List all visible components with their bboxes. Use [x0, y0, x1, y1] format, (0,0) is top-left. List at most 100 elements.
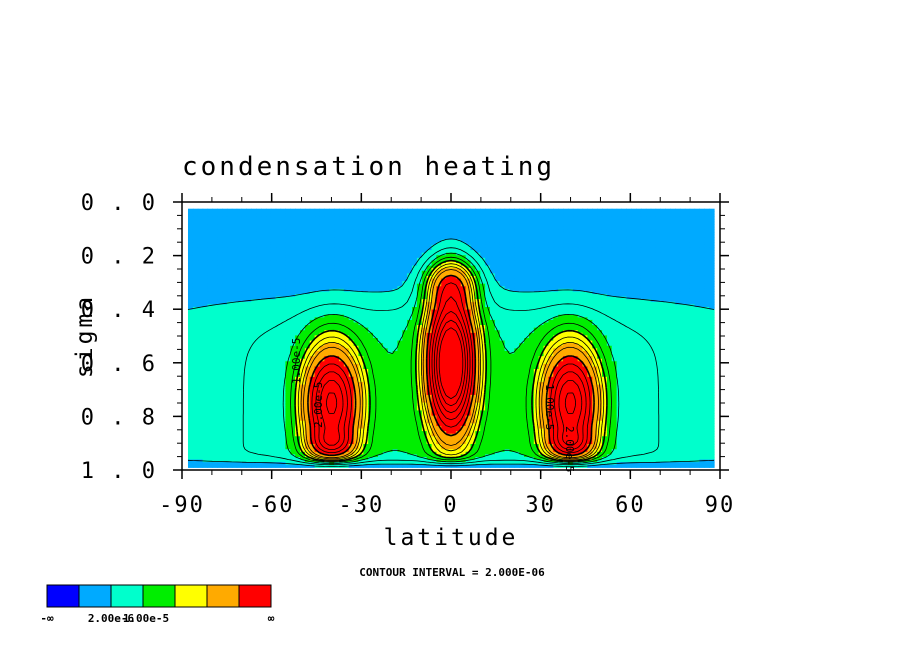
contour-cell — [616, 306, 623, 311]
contour-cell — [319, 268, 325, 272]
contour-cell — [631, 216, 637, 220]
contour-cell — [426, 314, 433, 318]
contour-cell — [485, 286, 491, 290]
contour-cell — [509, 275, 515, 280]
contour-cell — [212, 327, 218, 331]
contour-cell — [304, 221, 311, 225]
contour-cell — [222, 255, 228, 259]
contour-cell — [577, 283, 584, 287]
contour-cell — [519, 299, 525, 303]
contour-cell — [236, 301, 243, 305]
contour-cell — [363, 317, 369, 321]
contour-cell — [207, 283, 213, 287]
contour-cell — [567, 309, 574, 313]
contour-cell — [426, 304, 433, 308]
contour-cell — [353, 294, 360, 298]
contour-cell — [304, 257, 311, 262]
contour-cell — [363, 294, 369, 298]
contour-cell — [222, 278, 228, 282]
contour-cell — [485, 234, 491, 238]
contour-cell — [314, 242, 321, 246]
contour-cell — [368, 226, 374, 230]
contour-cell — [348, 213, 355, 218]
contour-cell — [241, 327, 248, 331]
contour-cell — [577, 244, 584, 249]
contour-cell — [494, 224, 501, 228]
contour-cell — [197, 299, 204, 303]
contour-cell — [329, 237, 335, 241]
contour-cell — [270, 314, 277, 318]
contour-cell — [465, 294, 472, 298]
contour-cell — [650, 309, 657, 313]
contour-cell — [314, 283, 321, 287]
contour-cell — [567, 213, 574, 218]
contour-cell — [192, 242, 199, 246]
contour-cell — [577, 304, 584, 308]
contour-cell — [261, 309, 267, 313]
contour-cell — [446, 252, 452, 256]
contour-cell — [304, 319, 311, 324]
contour-cell — [387, 221, 394, 225]
contour-cell — [709, 294, 715, 298]
contour-cell — [270, 208, 277, 212]
contour-cell — [465, 288, 472, 293]
contour-cell — [314, 239, 321, 243]
contour-cell — [236, 283, 243, 287]
contour-cell — [499, 231, 506, 236]
contour-cell — [314, 301, 321, 305]
contour-cell — [616, 250, 623, 254]
contour-cell — [265, 317, 272, 321]
contour-cell — [373, 281, 379, 285]
contour-cell — [621, 257, 627, 262]
contour-cell — [524, 221, 530, 225]
contour-cell — [387, 257, 394, 262]
contour-cell — [616, 221, 623, 225]
contour-cell — [319, 247, 325, 251]
contour-cell — [645, 239, 652, 243]
contour-cell — [567, 250, 574, 254]
contour-cell — [275, 306, 282, 311]
contour-cell — [348, 294, 355, 298]
contour-cell — [514, 250, 520, 254]
contour-cell — [329, 208, 335, 212]
contour-cell — [704, 288, 710, 293]
contour-cell — [324, 263, 330, 267]
contour-cell — [640, 325, 647, 329]
contour-cell — [558, 224, 564, 228]
contour-cell — [212, 260, 218, 264]
contour-cell — [217, 221, 223, 225]
contour-cell — [640, 283, 647, 287]
contour-cell — [241, 281, 248, 285]
contour-cell — [222, 244, 228, 249]
contour-cell — [558, 231, 564, 236]
contour-cell — [363, 226, 369, 230]
contour-cell — [300, 231, 306, 236]
contour-cell — [426, 270, 433, 274]
contour-cell — [212, 312, 218, 316]
contour-cell — [270, 231, 277, 236]
contour-cell — [499, 278, 506, 282]
contour-cell — [387, 268, 394, 272]
contour-cell — [524, 299, 530, 303]
contour-cell — [499, 247, 506, 251]
contour-cell — [343, 294, 350, 298]
contour-cell — [645, 325, 652, 329]
contour-cell — [465, 219, 472, 223]
contour-cell — [451, 325, 457, 329]
contour-cell — [358, 314, 364, 318]
contour-cell — [650, 325, 657, 329]
contour-cell — [470, 213, 476, 218]
contour-cell — [251, 322, 257, 326]
contour-cell — [441, 211, 447, 215]
contour-cell — [202, 265, 209, 269]
contour-cell — [236, 325, 243, 329]
contour-cell — [572, 216, 579, 220]
contour-cell — [709, 314, 715, 318]
contour-cell — [626, 247, 632, 251]
contour-cell — [426, 291, 433, 295]
contour-cell — [655, 211, 662, 215]
contour-cell — [416, 301, 423, 305]
contour-cell — [373, 255, 379, 259]
contour-cell — [197, 304, 204, 308]
contour-cell — [314, 244, 321, 249]
